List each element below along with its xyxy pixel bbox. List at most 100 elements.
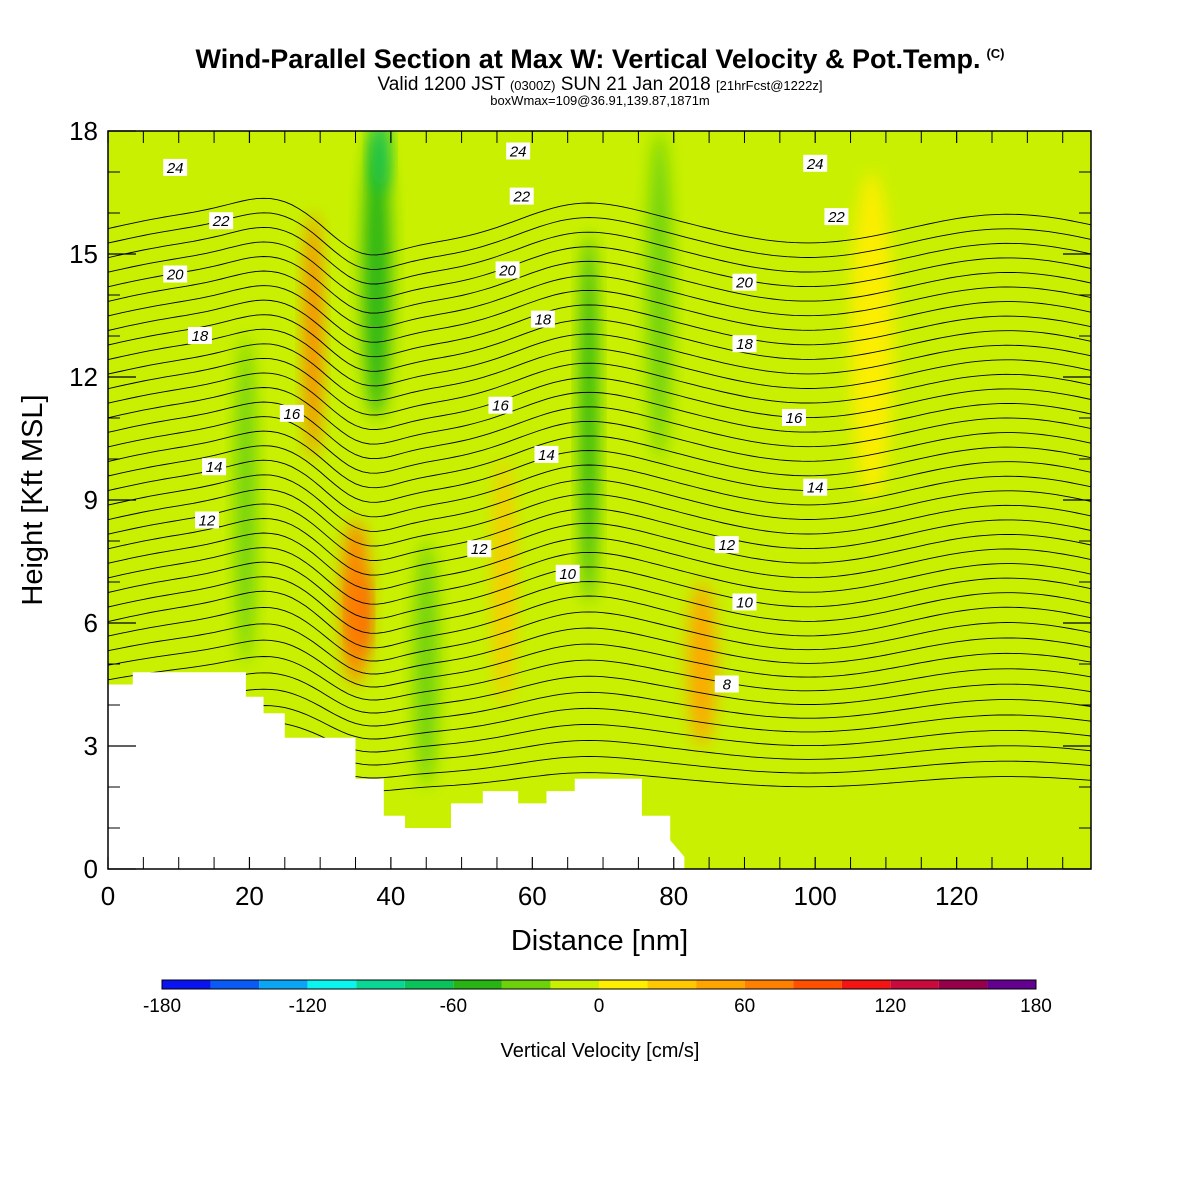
theta-contour-line: [108, 639, 1091, 688]
theta-contour-line: [108, 561, 1091, 620]
theta-contour-line: [108, 672, 1091, 714]
copyright-mark: (C): [986, 46, 1005, 61]
theta-contour-line: [108, 590, 1091, 649]
x-tick-label: 40: [376, 881, 405, 911]
theta-contour-line: [108, 270, 1091, 329]
contour-label-bg: [714, 675, 739, 693]
contour-label-bg: [509, 187, 534, 205]
theta-contour-line: [108, 314, 1091, 372]
plot-frame: [107, 130, 1092, 870]
colorbar-swatch: [550, 980, 599, 989]
theta-contour-line: [108, 547, 1091, 605]
contour-label: 12: [199, 513, 216, 530]
contour-label-bg: [488, 396, 513, 414]
theta-contour-line: [108, 430, 1091, 489]
theta-contour-line: [108, 387, 1091, 445]
theta-contour-line: [108, 474, 1091, 532]
velocity-feature: [493, 459, 515, 705]
x-tick-label: 80: [659, 881, 688, 911]
colorbar-tick-label: -180: [143, 996, 181, 1017]
contour-label: 14: [206, 459, 223, 476]
x-tick-label: 60: [518, 881, 547, 911]
colorbar-frame: [161, 979, 1037, 990]
contour-label-bg: [803, 154, 828, 172]
velocity-feature: [580, 233, 598, 603]
contour-label: 20: [166, 267, 184, 284]
colorbar-swatch: [793, 980, 842, 989]
x-tick-label: 0: [101, 881, 115, 911]
velocity-feature: [362, 131, 391, 418]
y-tick-label: 12: [69, 362, 98, 392]
theta-contour-line: [108, 226, 1091, 285]
y-tick-label: 3: [84, 731, 98, 761]
contour-label-bg: [467, 540, 492, 558]
colorbar-tick-label: -120: [289, 996, 327, 1017]
terrain-mask: [108, 672, 685, 869]
theta-contour-line: [108, 503, 1091, 561]
axes: 0 20 40 60 80 100 120 0 3 6 9 12 15 18: [69, 116, 1091, 911]
contour-label: 16: [284, 406, 301, 423]
contour-label-bg: [506, 142, 531, 160]
theta-contour-line: [108, 401, 1091, 460]
theta-contour-line: [108, 576, 1091, 634]
colorbar-swatch: [744, 980, 794, 989]
theta-contour-line: [108, 445, 1091, 503]
contour-label-bg: [495, 261, 520, 279]
theta-contour-line: [108, 459, 1091, 518]
contour-label-bg: [824, 208, 849, 226]
theta-contour-line: [108, 212, 1091, 270]
contour-label-bg: [163, 158, 188, 176]
velocity-feature: [371, 131, 390, 193]
x-tick-label: 120: [935, 881, 978, 911]
theta-contours: [108, 197, 1091, 792]
theta-contour-line: [108, 488, 1091, 547]
contour-label: 22: [212, 213, 230, 230]
theta-contour-line: [108, 688, 1091, 727]
theta-contour-labels: 8 10 10 12 12 12 14 14 14 16 16 16 18 18 18 20 20 20 22 22 2…: [163, 142, 849, 694]
valid-date: SUN 21 Jan 2018: [560, 74, 711, 95]
colorbar-swatch: [987, 980, 1036, 989]
contour-label-bg: [732, 273, 757, 291]
contour-label-bg: [187, 327, 212, 344]
contour-label: 12: [718, 537, 735, 554]
colorbar-swatch: [404, 980, 454, 989]
y-tick-label: 0: [84, 854, 98, 884]
colorbar-swatch: [647, 980, 697, 989]
theta-contour-line: [108, 328, 1091, 387]
theta-contour-line: [108, 343, 1091, 401]
theta-contour-line: [108, 256, 1091, 314]
contour-label: 24: [509, 144, 527, 161]
colorbar-tick-label: 60: [734, 996, 755, 1017]
contour-label-bg: [202, 458, 227, 476]
colorbar-title: Vertical Velocity [cm/s]: [501, 1040, 700, 1062]
theta-contour-line: [108, 357, 1091, 416]
contour-label: 22: [512, 189, 530, 206]
colorbar-swatch: [259, 980, 308, 989]
contour-label-bg: [732, 335, 757, 353]
theta-contour-line: [108, 372, 1091, 430]
contour-label-bg: [534, 445, 559, 463]
colorbar: -180 -120 -60 0 60 120 180: [143, 979, 1052, 1017]
theta-contour-line: [108, 623, 1091, 675]
theta-contour-line: [108, 285, 1091, 343]
contour-label-bg: [714, 536, 739, 554]
chart-title: Wind-Parallel Section at Max W: Vertical…: [0, 44, 1200, 75]
theta-contour-line: [108, 299, 1091, 358]
chart-subtitle: Valid 1200 JST (0300Z) SUN 21 Jan 2018 […: [0, 74, 1200, 96]
colorbar-swatch: [356, 980, 405, 989]
contour-label: 22: [827, 209, 845, 226]
box-info: boxWmax=109@36.91,139.87,1871m: [490, 93, 710, 108]
y-axis-title: Height [Kft MSL]: [17, 394, 49, 605]
theta-contour-line: [108, 532, 1091, 591]
contour-label-bg: [209, 212, 234, 230]
plot-area: 8 10 10 12 12 12 14 14 14 16 16 16 18 18 18 20 20 20 22 22 2…: [108, 131, 1091, 869]
theta-contour-line: [108, 705, 1091, 740]
colorbar-tick-label: 120: [874, 996, 906, 1017]
velocity-feature: [647, 131, 672, 459]
contour-label: 16: [786, 410, 803, 427]
colorbar-swatch: [599, 980, 648, 989]
contour-label-bg: [803, 478, 828, 496]
contour-label-bg: [530, 310, 555, 328]
x-axis-title: Distance [nm]: [511, 925, 688, 957]
theta-contour-line: [108, 197, 1091, 256]
